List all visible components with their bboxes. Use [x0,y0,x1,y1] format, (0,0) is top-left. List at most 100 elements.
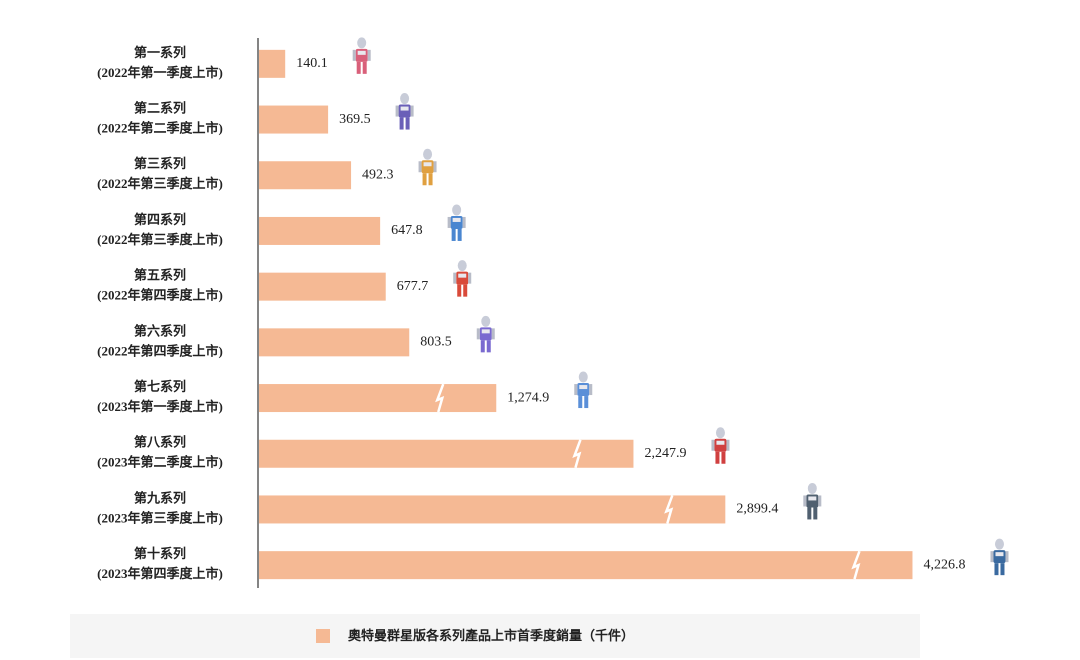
axis-break [435,383,445,413]
figure-leg [813,507,818,520]
figure-arm [711,439,715,451]
bar [259,161,352,190]
figure-chest [808,496,817,501]
figure-leg [457,228,462,241]
figure-head [481,315,491,327]
bar [259,551,913,580]
figure-leg [362,61,367,74]
figure-leg [428,173,433,186]
category-label: (2022年第一季度上市) [97,65,223,80]
bar [259,272,386,301]
category-label: 第八系列 [134,435,186,450]
figure-arm [462,216,466,228]
figure-body [993,550,1006,564]
figure-arm [476,328,480,340]
bar [259,216,381,245]
figure-icon [574,371,593,409]
category-label: (2023年第一季度上市) [97,399,223,414]
figure-leg [807,507,812,520]
figure-arm [395,105,399,117]
figure-arm [574,384,578,396]
figure-chest [400,106,409,111]
figure-head [994,538,1004,550]
figure-chest [995,552,1004,557]
category-label: (2023年第四季度上市) [97,566,223,581]
figure-chest [716,440,725,445]
figure-head [807,482,817,494]
figure-chest [452,217,461,222]
figure-icon [352,37,371,74]
figure-body [450,215,463,229]
figure-leg [451,228,456,241]
figure-leg [457,284,462,297]
figure-head [400,93,410,105]
figure-leg [715,451,720,464]
figure-arm [818,495,822,507]
figure-arm [726,439,730,451]
legend-label: 奧特曼群星版各系列產品上市首季度銷量（千件） [348,628,634,643]
category-label: 第九系列 [134,490,186,505]
figure-leg [584,396,589,409]
figure-icon [803,482,822,520]
category-label: 第四系列 [134,212,186,227]
figure-icon [711,427,730,464]
figure-leg [356,61,361,74]
figure-arm [1005,551,1009,563]
figure-head [457,260,467,272]
figure-chest [357,50,366,55]
value-label: 1,274.9 [507,390,549,405]
figure-body [479,327,492,341]
category-label: (2022年第三季度上市) [97,176,223,191]
figure-arm [410,105,414,117]
figure-leg [721,451,726,464]
figure-chest [458,273,467,278]
axis-break [572,439,582,469]
figure-icon [453,260,472,297]
value-label: 369.5 [339,112,371,127]
value-label: 140.1 [296,56,328,71]
category-label: (2022年第三季度上市) [97,232,223,247]
category-label: 第一系列 [134,45,186,60]
category-label: (2023年第三季度上市) [97,510,223,525]
category-label: 第七系列 [134,379,186,394]
figure-head [423,148,433,160]
category-label: 第二系列 [134,101,186,116]
figure-arm [491,328,495,340]
figure-body [806,494,819,508]
figure-arm [990,551,994,563]
figure-chest [481,329,490,334]
figure-head [357,37,367,49]
figure-head [715,427,725,439]
category-label: (2023年第二季度上市) [97,455,223,470]
category-label: (2022年第四季度上市) [97,288,223,303]
figure-arm [447,216,451,228]
category-label: (2022年第二季度上市) [97,121,223,136]
figure-arm [418,161,422,173]
category-label: (2022年第四季度上市) [97,343,223,358]
figure-leg [486,340,491,353]
category-label: 第五系列 [134,268,186,283]
figure-icon [418,148,437,186]
bar [259,495,726,524]
value-label: 803.5 [420,335,452,350]
figure-arm [803,495,807,507]
figure-leg [994,563,999,576]
value-label: 2,899.4 [736,502,778,517]
bar [259,439,634,468]
legend-swatch [316,629,330,643]
legend-band [70,614,920,658]
figure-leg [578,396,583,409]
figure-arm [589,384,593,396]
category-label: 第三系列 [134,156,186,171]
figure-body [398,104,411,118]
figure-icon [476,315,495,353]
figure-leg [480,340,485,353]
figure-arm [433,161,437,173]
figure-icon [395,93,414,130]
figure-icon [447,204,466,241]
figure-icon [990,538,1009,576]
figure-leg [422,173,427,186]
category-label: 第十系列 [134,546,186,561]
figure-head [452,204,462,216]
